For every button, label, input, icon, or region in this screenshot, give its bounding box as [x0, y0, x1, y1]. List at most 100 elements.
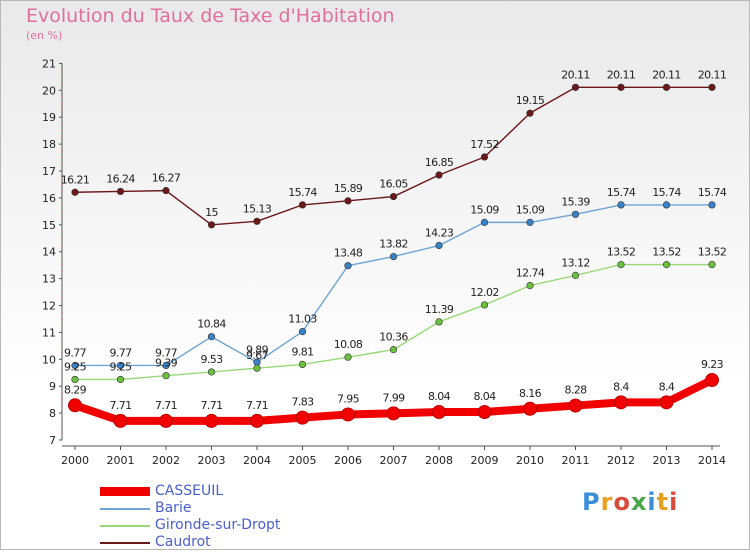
data-label-barie: 9.77 [155, 346, 178, 359]
x-tick-label: 2008 [425, 454, 453, 467]
data-label-casseuil: 8.4 [659, 380, 675, 393]
y-tick-label: 7 [49, 434, 56, 447]
data-label-caudrot: 16.27 [152, 172, 181, 185]
data-point-casseuil [659, 395, 674, 410]
data-label-barie: 13.48 [334, 247, 363, 260]
data-point-caudrot [480, 153, 489, 161]
legend-label-barie: Barie [155, 500, 192, 516]
data-point-casseuil [614, 395, 628, 410]
data-label-gironde-sur-dropt: 9.39 [155, 357, 178, 370]
data-label-casseuil: 7.71 [109, 399, 131, 412]
data-label-casseuil: 7.95 [337, 392, 360, 405]
data-point-gironde-sur-dropt [116, 375, 125, 384]
data-point-caudrot [662, 83, 671, 91]
data-label-gironde-sur-dropt: 13.52 [607, 246, 636, 259]
data-point-barie [116, 361, 125, 370]
data-point-barie [571, 210, 580, 218]
data-label-casseuil: 7.83 [291, 396, 314, 409]
data-point-casseuil [204, 413, 219, 428]
legend-swatch-caudrot [100, 542, 150, 544]
data-point-barie [617, 201, 625, 209]
data-label-barie: 15.74 [607, 186, 636, 199]
logo-letter: i [669, 488, 679, 516]
data-label-caudrot: 20.11 [607, 68, 636, 81]
legend-swatch-casseuil [100, 487, 150, 496]
data-label-casseuil: 8.4 [613, 380, 629, 393]
data-point-caudrot [116, 187, 125, 196]
data-point-caudrot [526, 109, 534, 117]
data-label-barie: 13.82 [379, 238, 408, 251]
data-point-casseuil [295, 410, 310, 425]
legend-label-casseuil: CASSEUIL [155, 483, 224, 499]
x-tick-label: 2009 [471, 454, 499, 467]
data-label-caudrot: 20.11 [652, 68, 681, 81]
data-label-caudrot: 19.15 [516, 94, 545, 107]
data-label-barie: 14.23 [425, 227, 454, 240]
data-point-casseuil [113, 413, 128, 428]
data-label-barie: 9.89 [246, 343, 269, 356]
legend-swatch-barie [100, 508, 150, 510]
data-point-gironde-sur-dropt [389, 346, 398, 354]
data-label-gironde-sur-dropt: 10.08 [334, 338, 363, 351]
x-tick-label: 2011 [562, 454, 590, 467]
data-point-casseuil [705, 373, 719, 388]
data-point-casseuil [568, 398, 583, 413]
data-label-barie: 15.09 [516, 203, 545, 216]
data-point-caudrot [162, 187, 170, 195]
data-point-gironde-sur-dropt [480, 301, 489, 309]
logo-letter: r [600, 488, 614, 516]
data-point-caudrot [435, 171, 443, 179]
x-tick-label: 2004 [243, 454, 271, 467]
data-label-gironde-sur-dropt: 9.25 [109, 360, 132, 373]
y-tick-label: 11 [42, 326, 56, 339]
y-tick-label: 14 [42, 246, 56, 259]
series-line-caudrot [74, 86, 713, 226]
data-point-casseuil [68, 398, 82, 413]
data-label-barie: 15.09 [470, 203, 499, 216]
data-label-gironde-sur-dropt: 10.36 [379, 331, 408, 344]
data-label-gironde-sur-dropt: 12.74 [516, 267, 545, 280]
y-tick-label: 13 [42, 273, 56, 286]
data-label-caudrot: 15.13 [243, 202, 272, 215]
legend-label-caudrot: Caudrot [155, 534, 211, 550]
x-tick-label: 2002 [152, 454, 180, 467]
logo-letter: i [647, 488, 657, 516]
logo-letter: x [630, 488, 648, 516]
x-tick-label: 2000 [61, 454, 89, 467]
data-point-barie [389, 252, 398, 261]
data-point-gironde-sur-dropt [298, 360, 307, 369]
data-label-barie: 15.39 [561, 195, 590, 208]
data-label-caudrot: 16.24 [106, 172, 135, 185]
data-label-casseuil: 7.71 [246, 399, 268, 412]
data-label-gironde-sur-dropt: 13.52 [698, 246, 727, 259]
data-label-casseuil: 7.71 [200, 399, 222, 412]
data-label-caudrot: 17.52 [470, 138, 499, 151]
y-tick-label: 10 [42, 353, 56, 366]
data-label-caudrot: 15 [205, 206, 218, 219]
data-label-casseuil: 8.04 [473, 390, 496, 403]
data-point-caudrot [71, 188, 79, 196]
legend-swatch-gironde-sur-dropt [100, 525, 150, 527]
x-tick-label: 2005 [289, 454, 317, 467]
data-label-gironde-sur-dropt: 9.25 [64, 360, 87, 373]
data-point-barie [344, 262, 352, 270]
data-label-casseuil: 7.71 [155, 399, 177, 412]
data-point-gironde-sur-dropt [526, 281, 534, 290]
unit-label: (en %) [26, 29, 63, 42]
logo-letter: o [613, 488, 631, 516]
data-label-barie: 15.74 [652, 186, 681, 199]
data-point-gironde-sur-dropt [253, 364, 261, 372]
data-label-gironde-sur-dropt: 9.53 [200, 353, 223, 366]
y-tick-label: 19 [42, 111, 56, 124]
data-point-caudrot [207, 221, 216, 229]
data-label-caudrot: 16.21 [61, 173, 90, 186]
logo-letter: t [656, 488, 670, 516]
y-tick-label: 16 [42, 192, 56, 205]
y-tick-label: 8 [49, 407, 56, 420]
data-point-casseuil [159, 413, 173, 428]
data-label-gironde-sur-dropt: 12.02 [470, 286, 499, 299]
data-label-gironde-sur-dropt: 9.81 [291, 345, 313, 358]
data-point-barie [435, 241, 443, 250]
